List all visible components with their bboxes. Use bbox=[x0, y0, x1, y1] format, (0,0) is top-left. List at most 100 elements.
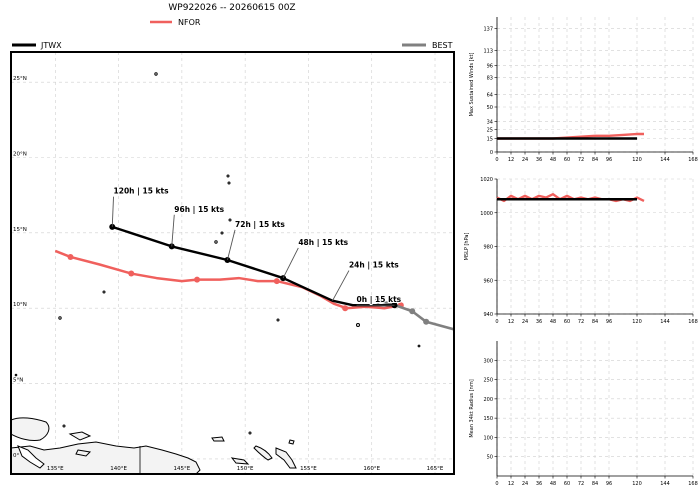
map-lat-tick-label: 20°N bbox=[13, 152, 27, 158]
panel-y-tick-label: 960 bbox=[483, 278, 493, 284]
panel-x-tick-label: 12 bbox=[508, 481, 514, 487]
land-islet-4 bbox=[228, 218, 232, 222]
track-marker-nfor bbox=[273, 278, 280, 285]
panel-x-tick-label: 84 bbox=[592, 157, 598, 163]
track-line-best bbox=[377, 299, 454, 331]
panel-x-tick-label: 0 bbox=[495, 319, 498, 325]
panel-x-tick-label: 96 bbox=[606, 319, 612, 325]
legend-jtwx-label: JTWX bbox=[40, 41, 62, 50]
land-islet-3 bbox=[227, 181, 231, 185]
panel-y-tick-label: 50 bbox=[487, 455, 493, 461]
panel-x-tick-label: 12 bbox=[508, 157, 514, 163]
panel-x-tick-label: 48 bbox=[550, 319, 556, 325]
panel-x-tick-label: 84 bbox=[592, 319, 598, 325]
map-lon-tick-label: 165°E bbox=[427, 466, 444, 472]
annotation-label: 48h | 15 kts bbox=[298, 238, 348, 248]
track-marker-best bbox=[409, 308, 416, 315]
track-line-nfor bbox=[54, 249, 402, 310]
legend-best-label: BEST bbox=[432, 41, 453, 50]
panel-x-tick-label: 96 bbox=[606, 481, 612, 487]
panel-x-tick-label: 144 bbox=[660, 319, 670, 325]
annotation-leader bbox=[282, 247, 299, 279]
panel-y-tick-label: 200 bbox=[483, 397, 493, 403]
panel-y-tick-label: 64 bbox=[487, 92, 493, 98]
panel-x-tick-label: 36 bbox=[536, 319, 542, 325]
map-lon-tick-label: 140°E bbox=[110, 466, 127, 472]
land-island-b bbox=[211, 436, 225, 442]
panel-x-tick-label: 60 bbox=[564, 157, 570, 163]
panel-y-tick-label: 83 bbox=[487, 75, 493, 81]
panel-x-tick-label: 60 bbox=[564, 481, 570, 487]
map-lat-tick-label: 5°N bbox=[13, 378, 23, 384]
panel-y-tick-label: 25 bbox=[487, 128, 493, 134]
land-island-c bbox=[253, 445, 273, 461]
map-lon-tick-label: 155°E bbox=[300, 466, 317, 472]
panel-y-tick-label: 980 bbox=[483, 245, 493, 251]
land-island-west bbox=[11, 417, 50, 441]
map-frame bbox=[10, 51, 455, 475]
panel-y-tick-label: 940 bbox=[483, 312, 493, 318]
land-peninsula bbox=[17, 445, 45, 469]
land-islet-5 bbox=[220, 231, 224, 235]
panel-x-tick-label: 48 bbox=[550, 481, 556, 487]
track-marker-nfor bbox=[67, 253, 74, 260]
panel-x-tick-label: 120 bbox=[632, 481, 642, 487]
land-islet-10 bbox=[356, 323, 360, 327]
panel-x-tick-label: 24 bbox=[522, 481, 528, 487]
panel-x-tick-label: 144 bbox=[660, 481, 670, 487]
panel-y-tick-label: 300 bbox=[483, 358, 493, 364]
panel-x-tick-label: 72 bbox=[578, 319, 584, 325]
panel-x-tick-label: 144 bbox=[660, 157, 670, 163]
panel-x-tick-label: 36 bbox=[536, 157, 542, 163]
land-island-e bbox=[230, 457, 250, 465]
land-islet-9 bbox=[276, 318, 280, 322]
panel-y-tick-label: 96 bbox=[487, 64, 493, 70]
track-marker-nfor bbox=[342, 305, 349, 312]
map-lat-tick-label: 25°N bbox=[13, 76, 27, 82]
land-islet-6 bbox=[214, 240, 218, 244]
panel-x-tick-label: 72 bbox=[578, 157, 584, 163]
forecast-annotations: 120h | 15 kts 96h | 15 kts 72h | 15 kts 48h… bbox=[111, 186, 403, 306]
panel-y-tick-label: 50 bbox=[487, 105, 493, 111]
panel-y-tick-label: 250 bbox=[483, 378, 493, 384]
panel-y-tick-label: 137 bbox=[483, 27, 493, 33]
map-lat-tick-label: 15°N bbox=[13, 227, 27, 233]
annotation-label: 120h | 15 kts bbox=[114, 187, 170, 197]
panel-x-tick-label: 12 bbox=[508, 319, 514, 325]
land-new-guinea bbox=[11, 441, 201, 474]
panel-x-tick-label: 24 bbox=[522, 319, 528, 325]
track-marker-nfor bbox=[128, 270, 135, 277]
panel-x-tick-label: 24 bbox=[522, 157, 528, 163]
panel-y-tick-label: 34 bbox=[487, 119, 493, 125]
panel-x-tick-label: 120 bbox=[632, 319, 642, 325]
panel-x-tick-label: 36 bbox=[536, 481, 542, 487]
panel-y-tick-label: 1020 bbox=[480, 177, 493, 183]
panel-x-tick-label: 84 bbox=[592, 481, 598, 487]
land-island-f bbox=[288, 439, 295, 445]
track-marker-best bbox=[423, 318, 430, 325]
track-map-panel: 120h | 15 kts 96h | 15 kts 72h | 15 kts 48h… bbox=[10, 51, 455, 475]
panel-x-tick-label: 168 bbox=[688, 157, 698, 163]
panel-x-tick-label: 168 bbox=[688, 319, 698, 325]
panel-y-tick-label: 150 bbox=[483, 416, 493, 422]
panel-x-tick-label: 168 bbox=[688, 481, 698, 487]
map-background bbox=[11, 52, 454, 474]
land-islet-2 bbox=[226, 174, 230, 178]
panel-x-tick-label: 60 bbox=[564, 319, 570, 325]
figure-title: WP922026 -- 20260615 00Z bbox=[168, 3, 295, 13]
land-masses bbox=[11, 72, 421, 474]
annotation-leader bbox=[332, 270, 350, 301]
track-marker-best bbox=[375, 297, 382, 304]
land-islet-13 bbox=[248, 431, 252, 435]
track-marker-nfor bbox=[194, 276, 201, 283]
annotation-label: 0h | 15 kts bbox=[357, 295, 402, 305]
panel-x-tick-label: 120 bbox=[632, 157, 642, 163]
land-islet-11 bbox=[417, 344, 421, 348]
map-lat-tick-label: 0° bbox=[13, 453, 19, 459]
land-islet-8 bbox=[58, 316, 62, 320]
pressure-panel: 0 12 24 36 48 60 72 84 96 120 144 168 940 960 980 1000 1… bbox=[464, 177, 698, 325]
map-lon-tick-label: 150°E bbox=[237, 466, 254, 472]
land-islet-1 bbox=[154, 72, 158, 76]
